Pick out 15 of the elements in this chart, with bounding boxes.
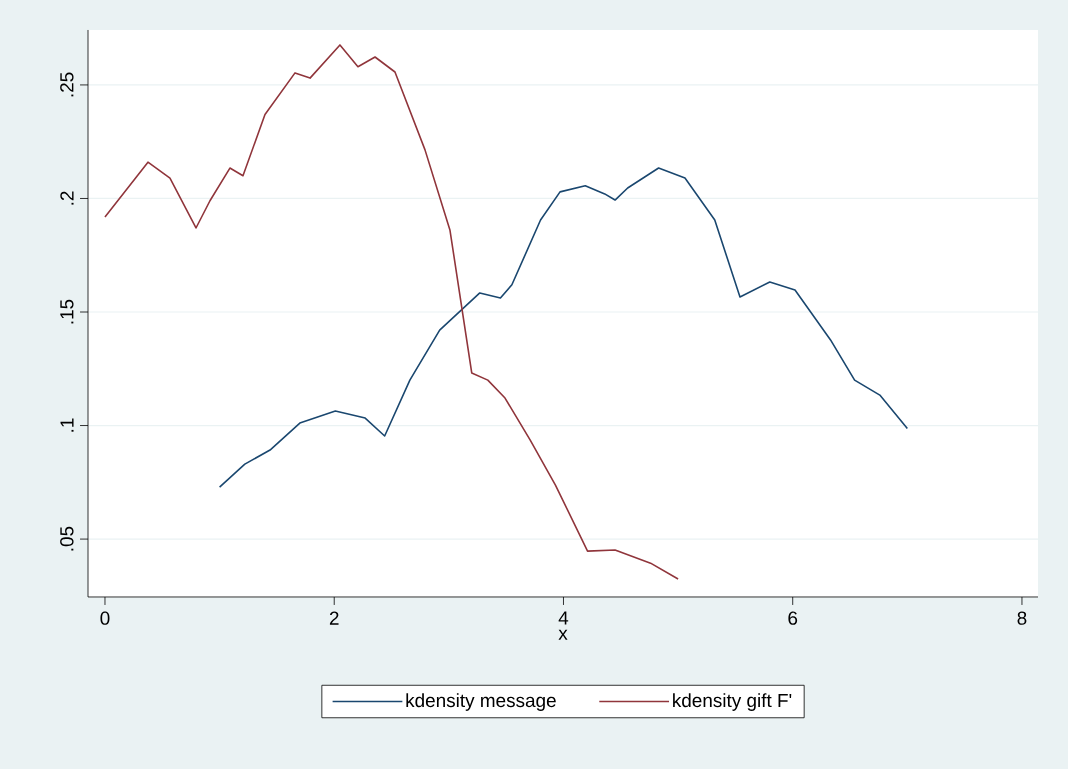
x-tick-label: 0 — [100, 611, 110, 625]
x-axis-title: x — [558, 629, 568, 640]
x-tick-label: 8 — [1017, 611, 1027, 625]
y-tick-label: .2 — [60, 191, 74, 205]
x-tick-label: 4 — [558, 611, 569, 625]
y-tick-label: .15 — [60, 299, 74, 324]
y-tick-label: .05 — [60, 526, 74, 551]
legend-label: kdensity message — [406, 693, 556, 711]
x-tick-label: 2 — [329, 611, 339, 625]
line-series — [104, 44, 679, 580]
y-tick-label: .1 — [60, 418, 74, 432]
x-tick-label: 6 — [788, 611, 798, 625]
legend-label: kdensity gift F' — [673, 693, 792, 711]
line-series — [218, 167, 909, 488]
y-tick-label: .25 — [60, 72, 74, 97]
